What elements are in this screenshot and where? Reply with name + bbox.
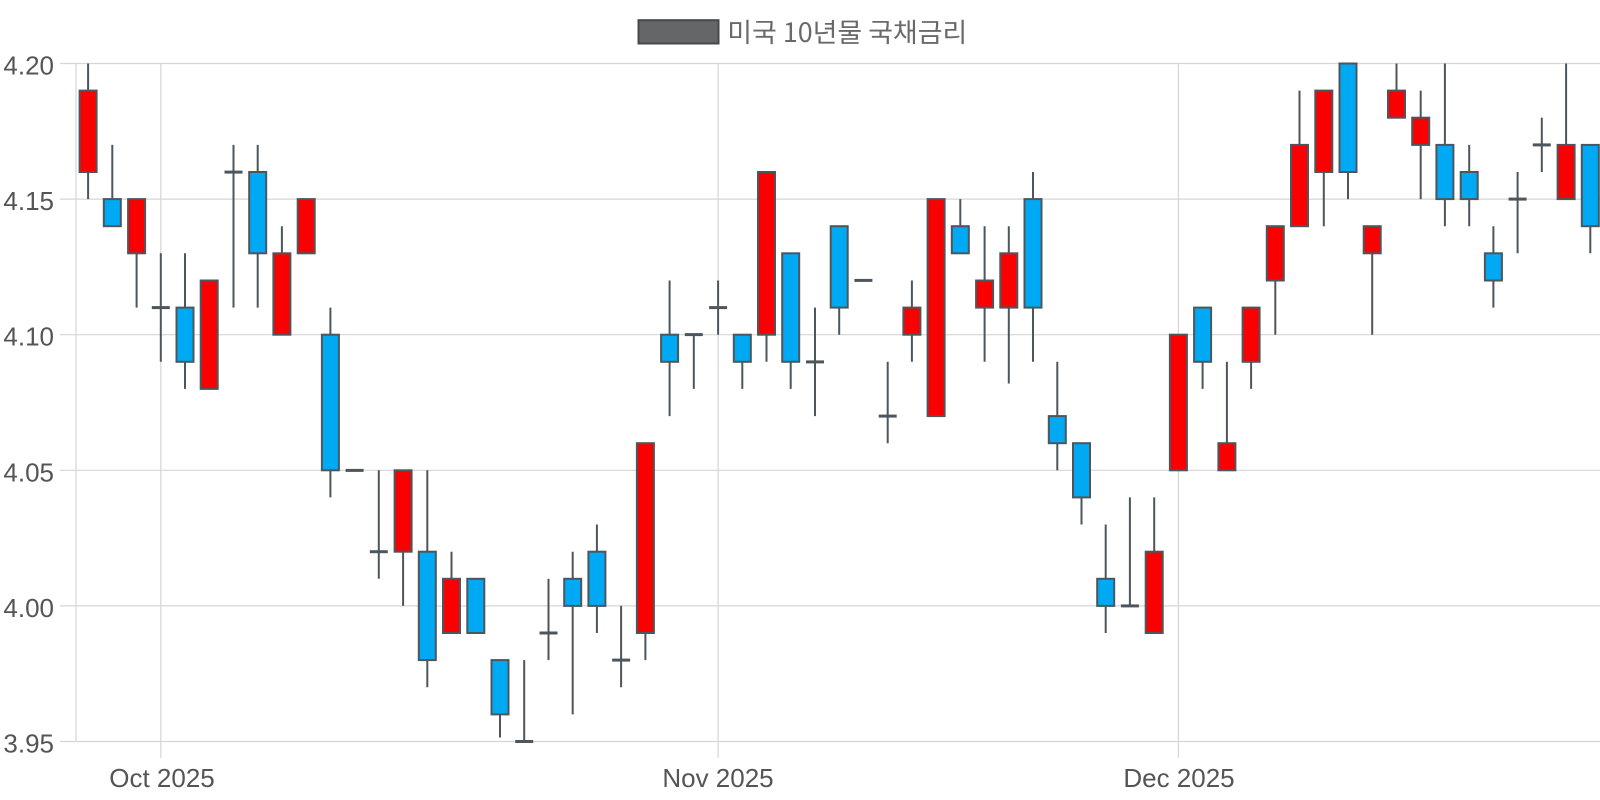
svg-text:4.00: 4.00 bbox=[3, 593, 54, 623]
svg-text:3.95: 3.95 bbox=[3, 729, 54, 759]
svg-text:4.05: 4.05 bbox=[3, 457, 54, 487]
svg-text:Oct 2025: Oct 2025 bbox=[109, 763, 215, 793]
svg-text:Nov 2025: Nov 2025 bbox=[662, 763, 773, 793]
svg-text:Dec 2025: Dec 2025 bbox=[1123, 763, 1234, 793]
svg-text:4.20: 4.20 bbox=[3, 51, 54, 81]
svg-text:4.10: 4.10 bbox=[3, 322, 54, 352]
svg-text:4.15: 4.15 bbox=[3, 186, 54, 216]
